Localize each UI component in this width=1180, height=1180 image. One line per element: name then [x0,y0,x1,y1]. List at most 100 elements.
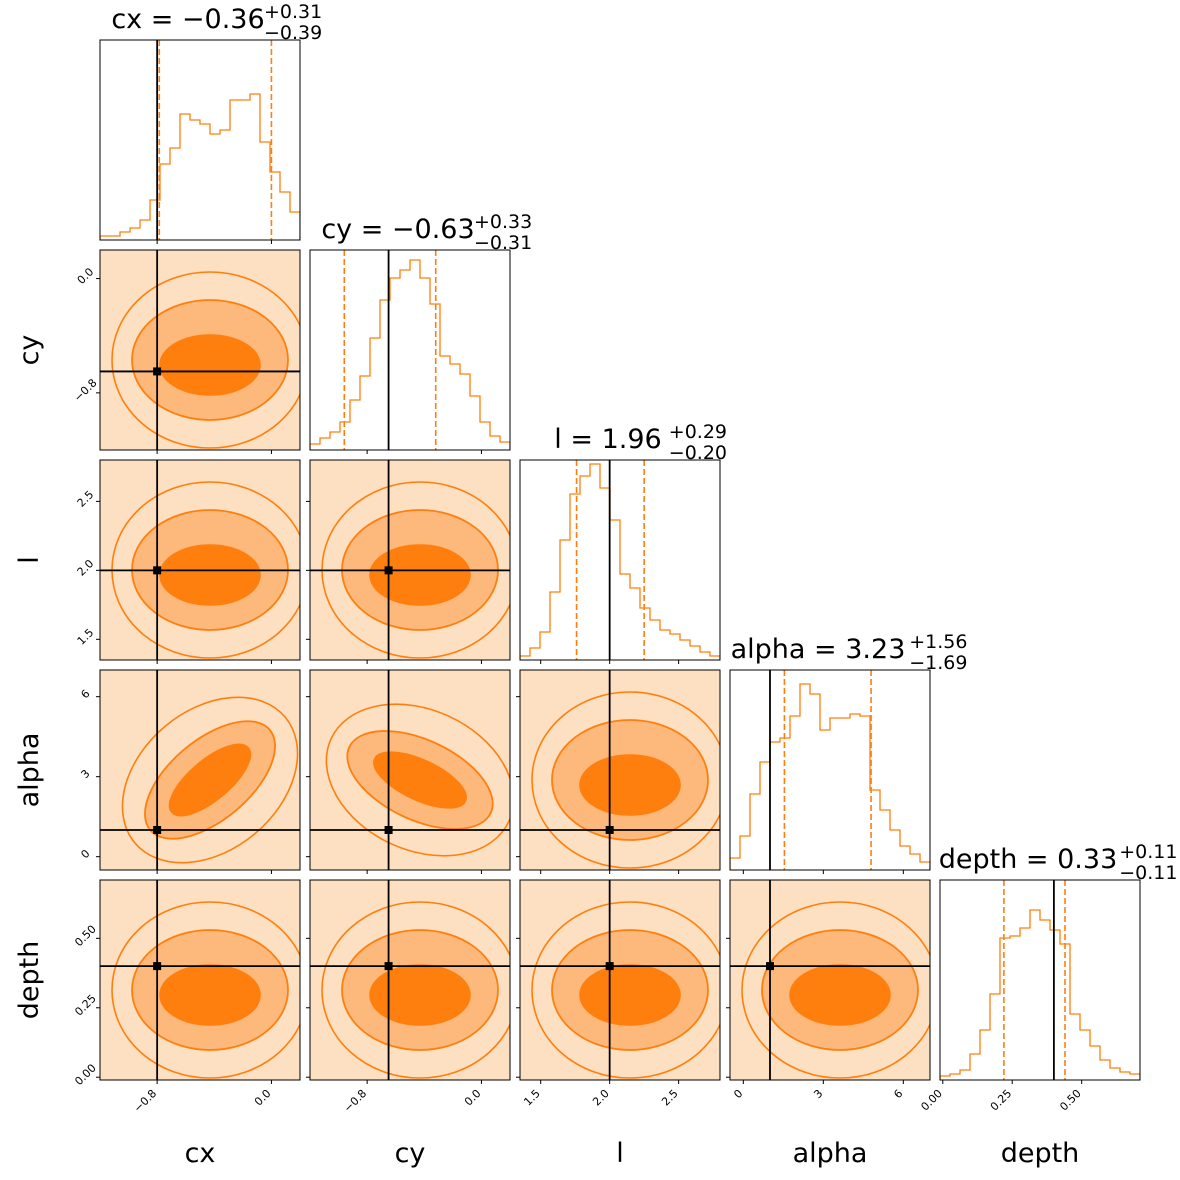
contour-inner [579,964,681,1026]
title-plus-alpha: +1.56 [909,631,967,653]
truth-marker [384,962,393,971]
x-tick-label: 6 [891,1087,905,1101]
contour-inner [579,754,681,816]
x-tick-label: 0.00 [918,1087,945,1114]
panel-l-depth: 1.5 2.0 2.5 [516,879,721,1109]
title-minus-alpha: −1.69 [909,652,967,674]
y-tick-label: −0.8 [71,376,99,404]
title-minus-depth: −0.11 [1119,862,1177,884]
x-tick-label: 0 [731,1087,745,1101]
truth-marker [766,962,774,971]
histogram-l [520,463,720,660]
contour-outer [121,696,299,864]
panel-frame [519,459,721,661]
panel-cy-alpha [306,669,511,874]
y-tick-label: 0 [78,847,92,861]
y-tick-label: 6 [78,687,92,701]
panel-frame [99,459,301,661]
x-tick-label: 2.5 [659,1087,681,1109]
x-tick-label: 0.25 [988,1087,1015,1114]
contour-outer [325,703,510,857]
panel-frame [99,879,301,1081]
truth-marker [153,826,162,834]
histogram-cx [100,93,300,240]
panel-frame [939,879,1141,1081]
panel-frame [99,39,301,241]
panel-cx-alpha: 6 3 0 [78,669,301,874]
y-tick-label: 1.5 [75,626,97,648]
x-tick-label: −0.8 [131,1087,159,1115]
title-minus-l: −0.20 [669,442,727,464]
y-tick-label: 0.0 [75,265,97,287]
panel-depth-depth: depth = 0.33 +0.11−0.11 0.00 0.25 0.50 [918,841,1177,1113]
contour-inner [369,544,471,606]
xlabel-l: l [616,1138,624,1169]
panel-cx-cx: cx = −0.36 +0.31−0.39 [99,1,322,244]
contour-inner [159,544,261,606]
panel-cy-l [306,459,511,664]
panel-frame [729,879,931,1081]
contour-outer [111,901,300,1079]
truth-marker [153,566,162,575]
panel-l-l: l = 1.96 +0.29−0.20 [519,421,727,664]
contour-outer [321,901,510,1079]
title-plus-l: +0.29 [669,421,727,443]
panel-l-alpha [516,669,721,874]
contour-outer [531,901,720,1079]
panel-frame [99,669,301,871]
title-l: l = 1.96 [554,424,661,455]
panel-alpha-alpha: alpha = 3.23 +1.56−1.69 [729,631,967,874]
panel-cx-cy: 0.0 −0.8 [71,249,301,454]
x-tick-label: 0.0 [462,1087,484,1109]
x-tick-label: 0.0 [252,1087,274,1109]
y-tick-label: 0.00 [72,1061,99,1088]
contour-inner [373,751,467,809]
contour-inner [159,334,261,396]
truth-marker [605,962,614,971]
y-tick-label: 0.50 [72,923,99,950]
ylabel-alpha: alpha [14,733,45,808]
x-tick-label: 2.0 [590,1087,612,1109]
title-plus-cx: +0.31 [264,1,322,23]
histogram-depth [940,909,1140,1080]
truth-marker [384,826,393,834]
contour-inner [789,964,891,1026]
panel-frame [309,879,511,1081]
panel-cx-depth: −0.8 0.0 0.50 0.25 0.00 [72,879,301,1115]
x-tick-label: 1.5 [521,1087,543,1109]
title-minus-cy: −0.31 [474,232,532,254]
title-cy: cy = −0.63 [321,214,474,245]
title-plus-cy: +0.33 [474,211,532,233]
xlabel-cy: cy [395,1138,426,1169]
panel-frame [729,669,931,871]
ylabel-depth: depth [14,941,45,1020]
contour-outer [741,901,930,1079]
title-plus-depth: +0.11 [1119,841,1177,863]
x-tick-label: 0.50 [1057,1087,1084,1114]
contour-inner [369,964,471,1026]
panel-frame [519,879,721,1081]
title-alpha: alpha = 3.23 [731,634,906,665]
panel-frame [99,249,301,451]
title-depth: depth = 0.33 [939,844,1118,875]
xlabel-depth: depth [1001,1138,1080,1169]
panel-frame [309,459,511,661]
contour-inner [168,743,252,817]
contour-outer [531,691,720,869]
panel-frame [309,249,511,451]
truth-marker [384,566,393,575]
panel-cx-l: 2.5 2.0 1.5 [75,459,301,664]
x-tick-label: −0.8 [341,1087,369,1115]
truth-marker [153,367,162,376]
y-tick-label: 2.5 [75,488,97,510]
title-cx: cx = −0.36 [111,4,264,35]
truth-marker [605,826,614,834]
panel-alpha-depth: 0 3 6 [726,879,931,1101]
contour-outer [111,271,300,449]
xlabel-cx: cx [185,1138,216,1169]
truth-marker [153,962,162,971]
xlabel-alpha: alpha [793,1138,868,1169]
ylabel-l: l [14,556,45,564]
y-tick-label: 3 [78,767,92,781]
